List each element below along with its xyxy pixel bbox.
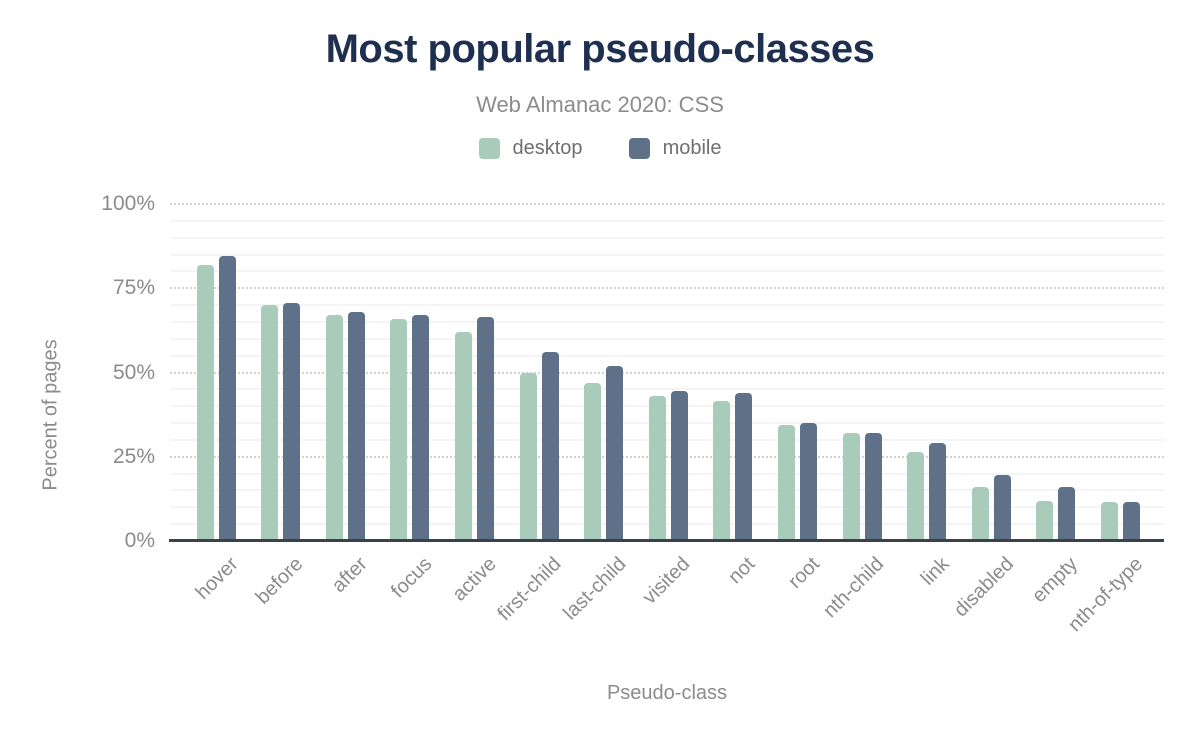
bar-desktop-nth-of-type[interactable] bbox=[1100, 502, 1118, 541]
x-tick-label-text: active bbox=[448, 553, 501, 606]
gridline-45 bbox=[170, 388, 1164, 391]
bar-mobile-visited[interactable] bbox=[670, 391, 688, 541]
gridline-70 bbox=[170, 304, 1164, 307]
bar-mobile-empty[interactable] bbox=[1058, 487, 1076, 541]
bar-mobile-link[interactable] bbox=[929, 443, 947, 541]
chart-title: Most popular pseudo-classes bbox=[325, 27, 875, 71]
gridline-55 bbox=[170, 354, 1164, 357]
bar-desktop-first-child[interactable] bbox=[519, 372, 537, 541]
gridline-80 bbox=[170, 270, 1164, 273]
bar-desktop-before[interactable] bbox=[261, 305, 279, 541]
gridline-60 bbox=[170, 337, 1164, 340]
bar-mobile-focus[interactable] bbox=[412, 315, 430, 541]
bar-mobile-root[interactable] bbox=[799, 423, 817, 541]
x-tick-label-text: disabled bbox=[949, 553, 1018, 622]
bar-mobile-after[interactable] bbox=[347, 311, 365, 541]
y-tick-label-50: 50% bbox=[112, 360, 155, 384]
gridline-35 bbox=[170, 422, 1164, 425]
gridline-10 bbox=[170, 506, 1164, 509]
y-tick-label-25: 25% bbox=[112, 444, 155, 468]
bar-mobile-last-child[interactable] bbox=[606, 365, 624, 541]
legend-item-mobile[interactable]: mobile bbox=[628, 137, 722, 160]
bar-mobile-nth-child[interactable] bbox=[864, 433, 882, 541]
gridline-15 bbox=[170, 489, 1164, 492]
bar-mobile-disabled[interactable] bbox=[993, 475, 1011, 541]
legend-label-desktop: desktop bbox=[512, 137, 583, 159]
bar-mobile-before[interactable] bbox=[283, 303, 301, 541]
x-tick-label-text: visited bbox=[639, 553, 695, 609]
bar-mobile-first-child[interactable] bbox=[541, 352, 559, 541]
bar-desktop-active[interactable] bbox=[454, 332, 472, 541]
bar-desktop-nth-child[interactable] bbox=[842, 433, 860, 541]
x-tick-label-text: hover bbox=[191, 553, 243, 604]
gridline-50 bbox=[170, 371, 1164, 374]
gridline-40 bbox=[170, 405, 1164, 408]
legend: desktop mobile bbox=[0, 137, 1200, 160]
bar-desktop-disabled[interactable] bbox=[971, 487, 989, 541]
x-axis-line bbox=[169, 539, 1164, 542]
chart-subtitle: Web Almanac 2020: CSS bbox=[476, 92, 724, 117]
bar-desktop-empty[interactable] bbox=[1036, 500, 1054, 541]
gridline-25 bbox=[170, 455, 1164, 458]
bar-desktop-hover[interactable] bbox=[196, 264, 214, 541]
bar-desktop-link[interactable] bbox=[907, 451, 925, 541]
x-axis-title: Pseudo-class bbox=[606, 682, 728, 704]
legend-item-desktop[interactable]: desktop bbox=[478, 137, 583, 160]
bar-mobile-not[interactable] bbox=[735, 392, 753, 541]
bar-desktop-last-child[interactable] bbox=[584, 382, 602, 541]
bar-mobile-nth-of-type[interactable] bbox=[1122, 502, 1140, 541]
bar-desktop-focus[interactable] bbox=[390, 318, 408, 541]
bar-desktop-root[interactable] bbox=[777, 424, 795, 541]
x-tick-label-text: first-child bbox=[493, 553, 566, 626]
gridline-5 bbox=[170, 523, 1164, 526]
gridline-30 bbox=[170, 438, 1164, 441]
legend-swatch-mobile-icon bbox=[628, 138, 650, 159]
x-tick-label-text: root bbox=[784, 553, 824, 593]
y-tick-label-100: 100% bbox=[101, 192, 155, 215]
gridline-95 bbox=[170, 219, 1164, 222]
gridline-90 bbox=[170, 236, 1164, 239]
gridline-100 bbox=[170, 203, 1164, 205]
bar-mobile-active[interactable] bbox=[476, 316, 494, 541]
legend-label-mobile: mobile bbox=[662, 137, 722, 159]
x-tick-label-text: empty bbox=[1028, 553, 1083, 608]
gridline-85 bbox=[170, 253, 1164, 256]
y-tick-label-0: 0% bbox=[124, 529, 155, 552]
bar-mobile-hover[interactable] bbox=[218, 256, 236, 541]
gridline-65 bbox=[170, 320, 1164, 323]
x-tick-label-text: link bbox=[916, 553, 954, 590]
x-tick-label-text: focus bbox=[386, 553, 437, 603]
y-tick-label-75: 75% bbox=[112, 276, 155, 300]
legend-swatch-desktop-icon bbox=[478, 138, 500, 159]
x-tick-label-text: nth-child bbox=[819, 553, 889, 623]
bar-desktop-visited[interactable] bbox=[648, 396, 666, 541]
gridline-75 bbox=[170, 287, 1164, 290]
gridline-20 bbox=[170, 472, 1164, 475]
y-axis-title: Percent of pages bbox=[39, 339, 62, 491]
x-tick-label-text: not bbox=[724, 553, 760, 589]
bar-desktop-not[interactable] bbox=[713, 401, 731, 541]
x-tick-label-text: last-child bbox=[558, 553, 631, 625]
x-tick-label-text: after bbox=[327, 553, 372, 597]
x-tick-label-text: before bbox=[251, 553, 308, 609]
bar-desktop-after[interactable] bbox=[325, 315, 343, 541]
